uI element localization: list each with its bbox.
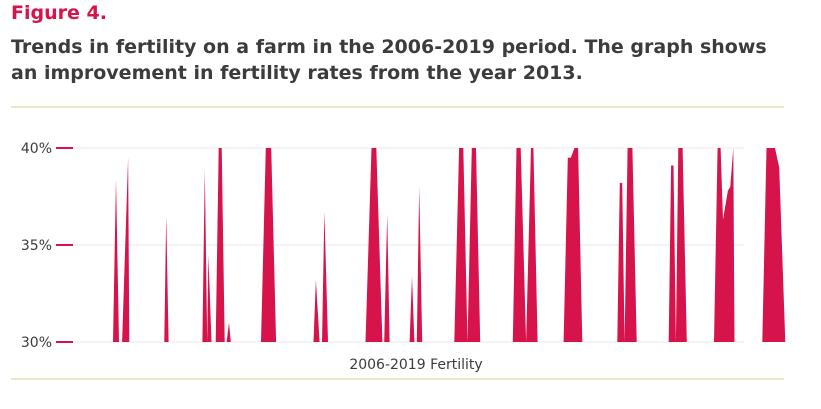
fertility-spike-9 [365, 148, 383, 342]
x-axis-label: 2006-2019 Fertility [349, 357, 482, 373]
fertility-spike-2 [164, 215, 169, 342]
bottom-divider [11, 378, 784, 380]
fertility-spike-18 [714, 148, 735, 342]
figure-label: Figure 4. [11, 2, 107, 24]
top-divider [11, 106, 784, 108]
fertility-spike-6 [261, 148, 277, 342]
fertility-spike-0 [113, 179, 119, 342]
fertility-spike-10 [384, 214, 390, 342]
fertility-spike-11 [409, 276, 415, 342]
fertility-spike-13 [454, 148, 481, 342]
fertility-spike-15 [563, 148, 583, 342]
y-tick-label-0: 40% [21, 141, 52, 157]
fertility-spike-19 [762, 148, 786, 342]
fertility-spike-12 [416, 186, 423, 342]
y-tick-label-2: 30% [21, 335, 52, 351]
fertility-spike-14 [512, 148, 538, 342]
fertility-spike-8 [322, 212, 328, 342]
fertility-spike-17 [668, 148, 687, 342]
fertility-spike-5 [226, 322, 231, 342]
fertility-spike-1 [122, 157, 130, 342]
fertility-spike-4 [215, 148, 225, 342]
fertility-spike-16 [617, 148, 637, 342]
figure-title: Trends in fertility on a farm in the 200… [11, 36, 767, 84]
y-tick-label-1: 35% [21, 238, 52, 254]
fertility-spike-7 [313, 279, 320, 342]
fertility-spike-3 [202, 169, 212, 342]
